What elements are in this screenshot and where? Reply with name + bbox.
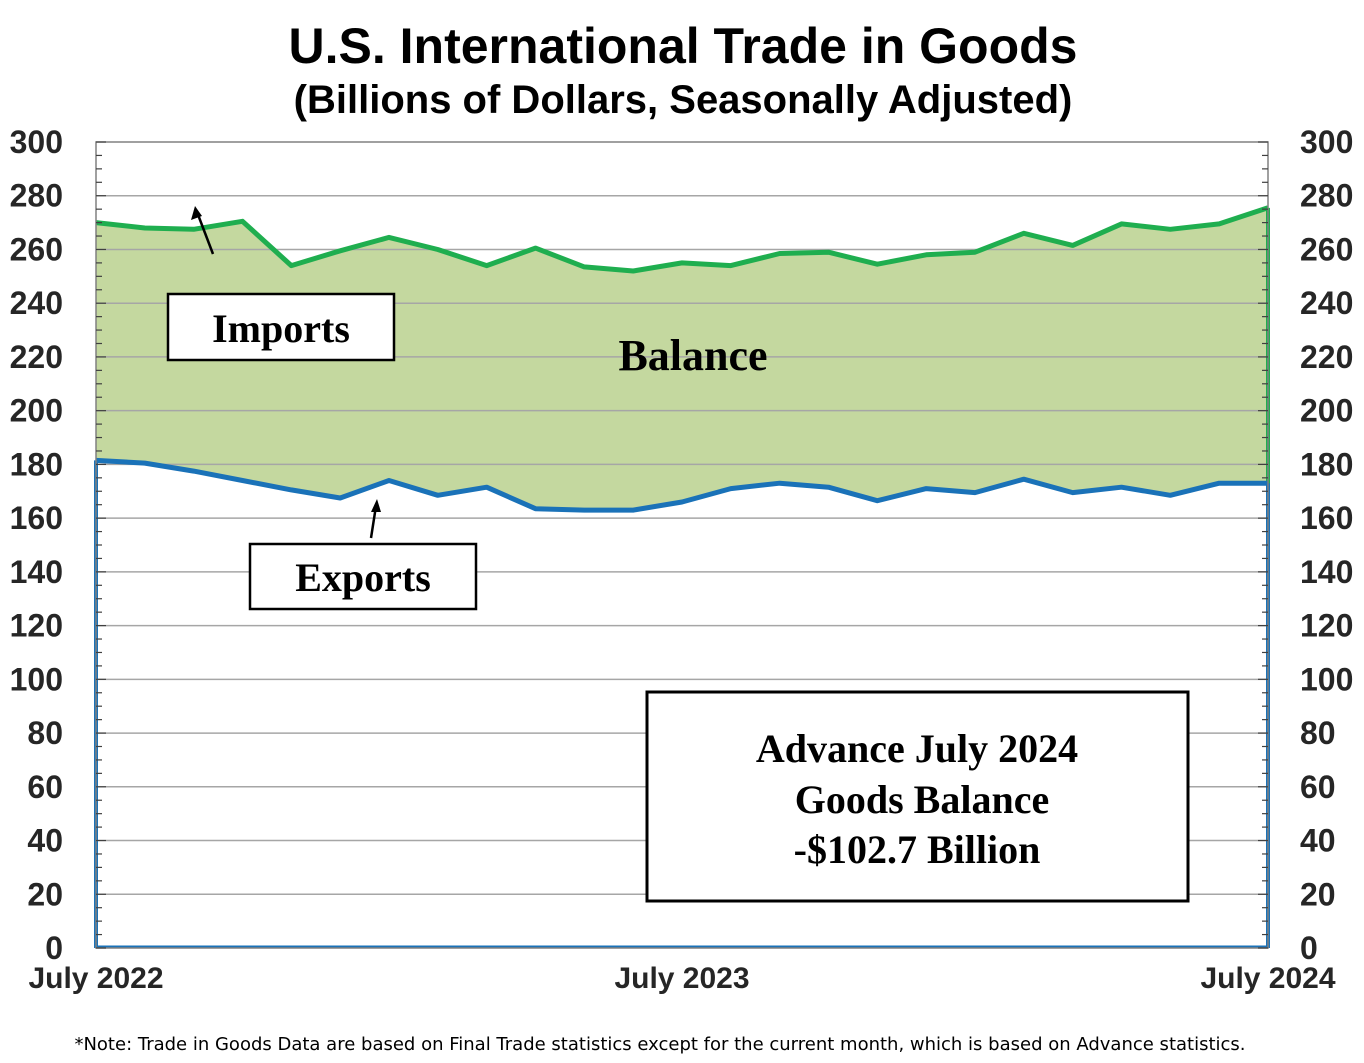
summary-line2: Goods Balance (795, 777, 1049, 822)
y-tick-label-left: 80 (27, 715, 63, 751)
exports-label-box (248, 542, 478, 611)
x-tick-labels: July 2022 July 2023 July 2024 (28, 962, 1335, 995)
x-tick-label: July 2023 (614, 962, 749, 995)
exports-line (95, 457, 1268, 513)
y-tick-label-left: 20 (27, 876, 63, 912)
y-tick-label-right: 160 (1300, 500, 1353, 536)
chart-subtitle: (Billions of Dollars, Seasonally Adjuste… (294, 78, 1073, 122)
x-tick-label: July 2022 (28, 962, 163, 995)
imports-arrow (195, 211, 215, 255)
y-tick-label-right: 0 (1300, 930, 1318, 966)
y-tick-label-right: 180 (1300, 446, 1353, 482)
y-tick-label-left: 100 (10, 661, 63, 697)
y-tick-label-right: 260 (1300, 231, 1353, 267)
y-tick-label-right: 40 (1300, 823, 1336, 859)
imports-line (95, 205, 1269, 274)
x-tick-label: July 2024 (1200, 962, 1335, 995)
summary-box (645, 690, 1190, 903)
footnote: *Note: Trade in Goods Data are based on … (74, 1034, 1245, 1055)
y-tick-label-left: 180 (10, 446, 63, 482)
y-tick-label-left: 40 (27, 823, 63, 859)
y-tick-label-left: 280 (10, 178, 63, 214)
y-tick-label-right: 280 (1300, 178, 1353, 214)
imports-label-box (166, 292, 396, 362)
chart-title: U.S. International Trade in Goods (289, 18, 1078, 74)
y-tick-label-right: 240 (1300, 285, 1353, 321)
y-tick-label-left: 0 (45, 930, 63, 966)
exports-label: Exports (295, 555, 431, 600)
y-tick-label-right: 80 (1300, 715, 1336, 751)
y-tick-label-left: 60 (27, 769, 63, 805)
y-tick-label-left: 120 (10, 608, 63, 644)
y-tick-label-left: 260 (10, 231, 63, 267)
y-tick-label-right: 220 (1300, 339, 1353, 375)
balance-fill (96, 207, 1268, 511)
y-tick-label-right: 300 (1300, 124, 1353, 160)
y-tick-label-left: 300 (10, 124, 63, 160)
balance-area (96, 207, 1268, 511)
exports-arrowhead (371, 499, 381, 512)
summary-line3: -$102.7 Billion (794, 827, 1041, 872)
y-tick-labels: 0 0 20 20 40 40 60 60 80 80 100 100 120 120 140 140 160 1… (10, 124, 1354, 966)
y-tick-label-left: 220 (10, 339, 63, 375)
y-tick-label-left: 200 (10, 393, 63, 429)
imports-arrowhead (191, 206, 202, 220)
y-tick-label-left: 160 (10, 500, 63, 536)
balance-label: Balance (618, 331, 767, 380)
y-tick-label-right: 140 (1300, 554, 1353, 590)
y-tick-label-left: 240 (10, 285, 63, 321)
axes (95, 141, 1269, 949)
y-tick-label-right: 20 (1300, 876, 1336, 912)
y-tick-label-right: 100 (1300, 661, 1353, 697)
y-tick-label-right: 120 (1300, 608, 1353, 644)
y-tick-label-left: 140 (10, 554, 63, 590)
imports-label: Imports (212, 306, 350, 351)
summary-line1: Advance July 2024 (756, 726, 1078, 771)
y-tick-label-right: 200 (1300, 393, 1353, 429)
y-tick-label-right: 60 (1300, 769, 1336, 805)
